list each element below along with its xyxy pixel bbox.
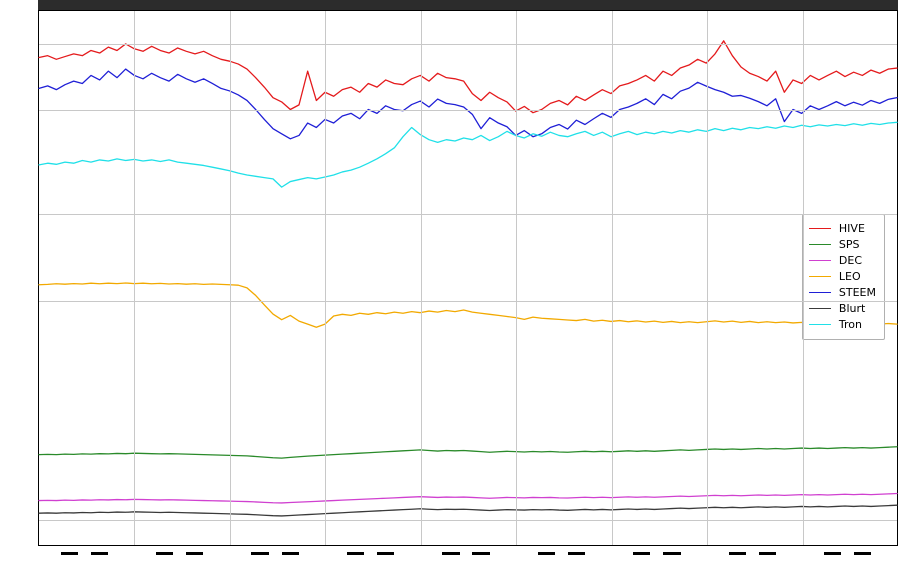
legend-item-tron: Tron (809, 317, 876, 333)
x-tick-band (442, 552, 459, 555)
grid-line-v (516, 11, 517, 545)
legend-swatch (809, 260, 831, 261)
grid-line-v (803, 11, 804, 545)
legend-item-sps: SPS (809, 237, 876, 253)
grid-line-h (39, 110, 897, 111)
legend-swatch (809, 228, 831, 229)
x-tick-band (824, 552, 841, 555)
chart-top-bar (38, 0, 898, 10)
grid-line-h (39, 214, 897, 215)
series-leo (39, 283, 897, 327)
legend-swatch (809, 244, 831, 245)
chart-plot-area: HIVE SPS DEC LEO STEEM Blurt Tron (38, 10, 898, 546)
grid-line-h (39, 44, 897, 45)
grid-line-v (134, 11, 135, 545)
grid-line-h (39, 301, 897, 302)
legend-label: HIVE (839, 222, 865, 235)
legend-label: Tron (839, 318, 862, 331)
legend-label: Blurt (839, 302, 865, 315)
series-sps (39, 447, 897, 458)
x-tick-band (156, 552, 173, 555)
legend-label: LEO (839, 270, 861, 283)
series-hive (39, 41, 897, 113)
grid-line-v (421, 11, 422, 545)
legend-swatch (809, 308, 831, 309)
x-tick-band (186, 552, 203, 555)
legend-label: STEEM (839, 286, 876, 299)
x-tick-band (663, 552, 680, 555)
x-tick-band (759, 552, 776, 555)
legend-item-hive: HIVE (809, 221, 876, 237)
series-tron (39, 122, 897, 187)
legend-item-dec: DEC (809, 253, 876, 269)
x-tick-band (472, 552, 489, 555)
grid-line-v (230, 11, 231, 545)
legend-label: DEC (839, 254, 862, 267)
series-dec (39, 494, 897, 503)
grid-line-h (39, 520, 897, 521)
chart-series-svg (39, 11, 897, 545)
x-tick-band (91, 552, 108, 555)
x-tick-band (251, 552, 268, 555)
legend-swatch (809, 324, 831, 325)
grid-line-v (612, 11, 613, 545)
grid-line-v (707, 11, 708, 545)
x-tick-band (729, 552, 746, 555)
series-blurt (39, 505, 897, 516)
x-tick-band (377, 552, 394, 555)
x-tick-band (568, 552, 585, 555)
x-tick-band (633, 552, 650, 555)
legend-swatch (809, 276, 831, 277)
legend-item-steem: STEEM (809, 285, 876, 301)
x-tick-band (61, 552, 78, 555)
x-tick-band (347, 552, 364, 555)
grid-line-v (325, 11, 326, 545)
legend-item-blurt: Blurt (809, 301, 876, 317)
legend-label: SPS (839, 238, 860, 251)
x-tick-band (854, 552, 871, 555)
legend-swatch (809, 292, 831, 293)
chart-legend: HIVE SPS DEC LEO STEEM Blurt Tron (802, 214, 885, 340)
x-tick-band (538, 552, 555, 555)
x-tick-band (282, 552, 299, 555)
legend-item-leo: LEO (809, 269, 876, 285)
